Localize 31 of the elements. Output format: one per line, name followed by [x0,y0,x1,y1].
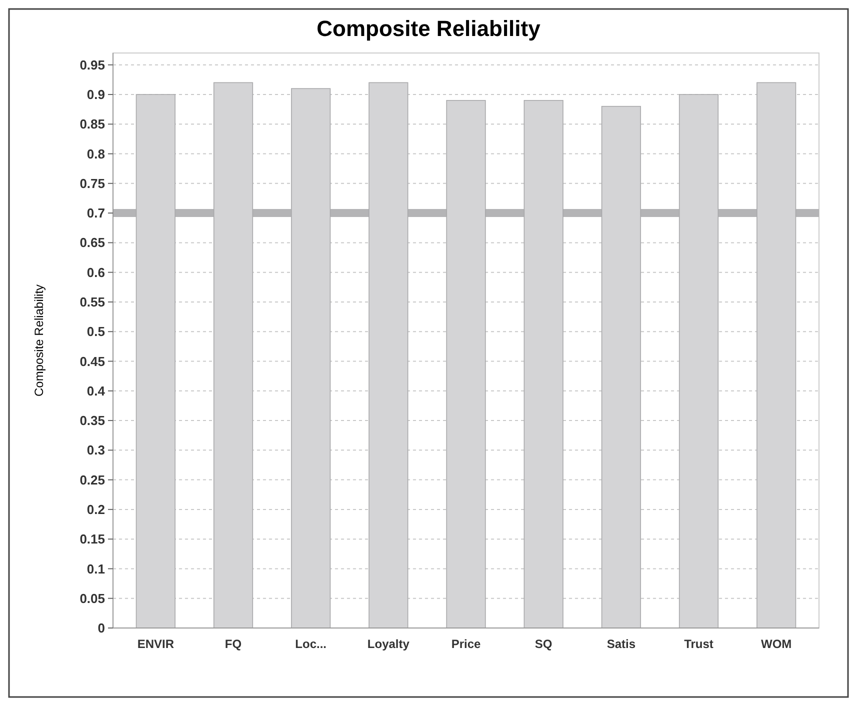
x-tick-label: Loc... [295,637,327,651]
x-tick-label: WOM [761,637,792,651]
y-tick-label: 0.8 [86,146,105,162]
y-tick-label: 0.65 [80,235,105,250]
y-tick-label: 0.45 [80,354,105,369]
x-tick-label: ENVIR [137,637,174,651]
y-tick-label: 0.4 [86,383,106,398]
y-tick-label: 0.25 [80,472,105,488]
y-tick-label: 0.5 [86,324,105,340]
y-tick-label: 0.2 [86,502,105,517]
x-tick-label: Price [451,637,481,651]
y-tick-label: 0.3 [86,442,105,458]
chart-title: Composite Reliability [316,16,542,41]
y-tick-label: 0.85 [80,116,105,132]
y-tick-label: 0.1 [86,561,105,576]
x-tick-label: Loyalty [367,637,410,651]
y-tick-label: 0.75 [80,176,105,191]
y-axis-title: Composite Reliability [32,284,46,397]
x-tick-label: SQ [534,637,552,651]
y-tick-label: 0.55 [80,294,105,310]
y-tick-label: 0.05 [80,590,105,606]
y-tick-label: 0.6 [86,264,105,280]
y-tick-label: 0 [98,620,105,636]
y-tick-label: 0.7 [86,206,105,221]
x-tick-label: Satis [606,637,636,651]
y-tick-label: 0.9 [86,87,105,102]
x-tick-label: FQ [224,637,242,651]
x-tick-label: Trust [684,637,714,651]
y-tick-label: 0.35 [80,413,105,428]
y-tick-label: 0.95 [80,57,105,72]
y-tick-label: 0.15 [80,532,105,547]
